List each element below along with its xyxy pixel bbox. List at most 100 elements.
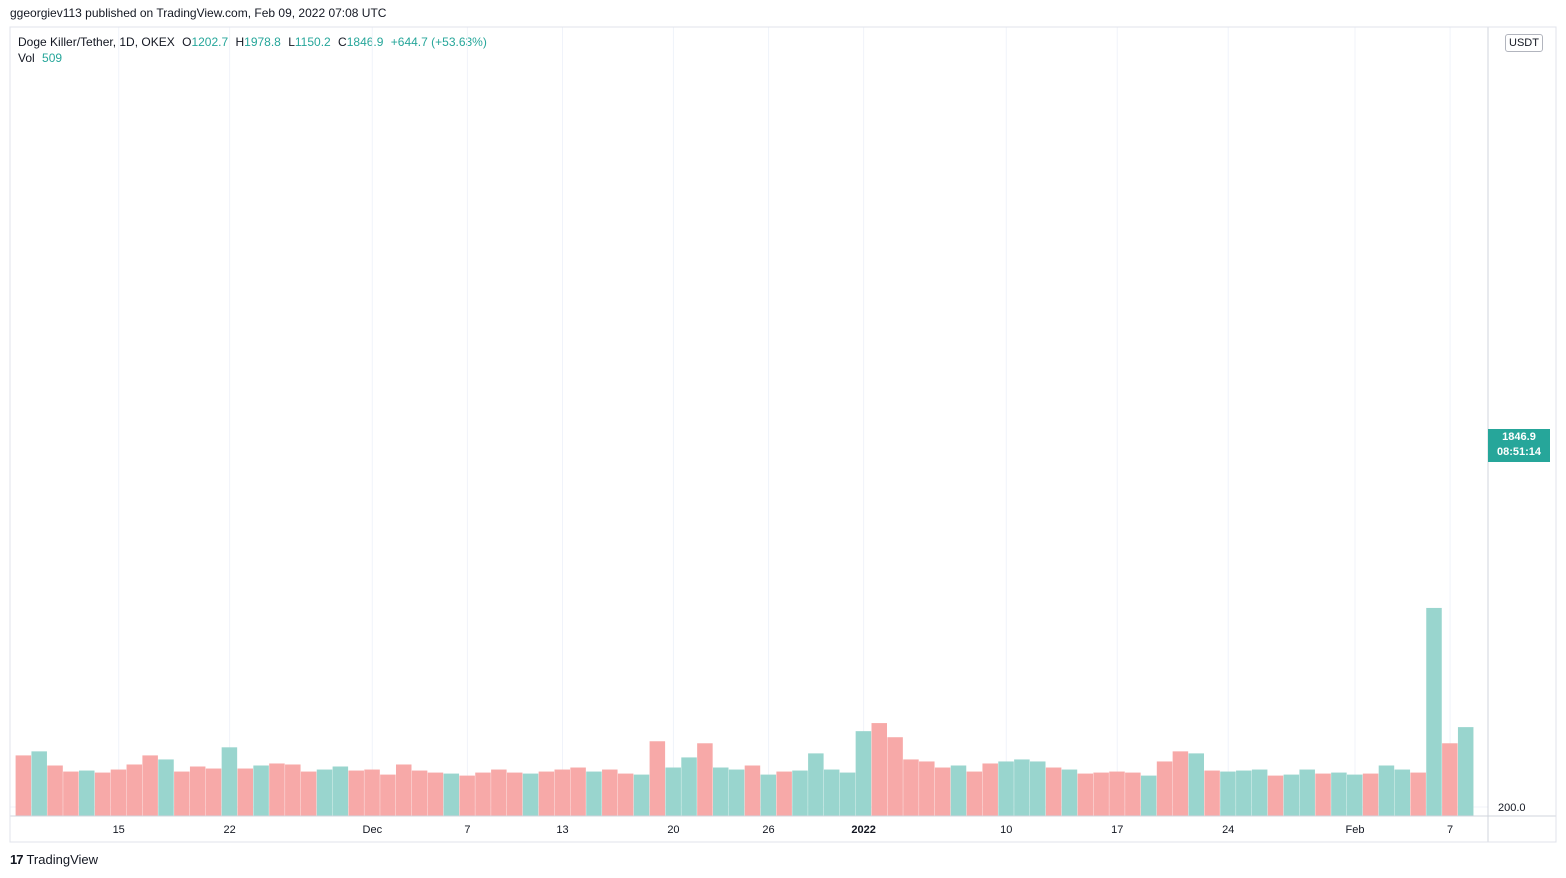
volume-bar bbox=[300, 771, 317, 816]
tradingview-logo[interactable]: 17 TradingView bbox=[10, 852, 98, 867]
volume-row: Vol 509 bbox=[18, 50, 491, 66]
volume-bar bbox=[522, 773, 539, 816]
x-tick-label: 26 bbox=[762, 824, 774, 836]
volume-bar bbox=[1267, 775, 1284, 816]
volume-bar bbox=[697, 743, 713, 816]
volume-bar bbox=[871, 723, 887, 816]
volume-bar bbox=[1077, 773, 1094, 816]
volume-bar bbox=[285, 764, 301, 816]
volume-bar bbox=[1140, 775, 1157, 816]
last-price-value: 1846.9 bbox=[1502, 431, 1536, 443]
volume-bar bbox=[1283, 774, 1300, 816]
volume-bar bbox=[1220, 771, 1236, 816]
volume-bar bbox=[94, 772, 111, 816]
x-tick-label: 7 bbox=[464, 824, 470, 836]
price-axis[interactable]: 200.0400.0600.0800.01000.01200.01400.016… bbox=[1498, 0, 1532, 814]
x-tick-label: 24 bbox=[1222, 824, 1234, 836]
x-tick-label: 10 bbox=[1000, 824, 1012, 836]
volume-bar bbox=[237, 768, 253, 816]
volume-bar bbox=[221, 747, 238, 816]
volume-bar bbox=[681, 757, 697, 816]
volume-bar bbox=[586, 771, 602, 816]
change-value: +644.7 (+53.63%) bbox=[390, 35, 487, 49]
volume-bar bbox=[1378, 765, 1395, 816]
volume-bar bbox=[1299, 769, 1315, 816]
currency-unit-badge[interactable]: USDT bbox=[1505, 34, 1543, 52]
chart-border bbox=[9, 26, 1557, 843]
tradingview-logo-text: TradingView bbox=[26, 852, 99, 867]
volume-bar bbox=[459, 775, 475, 816]
grid bbox=[10, 27, 1488, 816]
volume-bar bbox=[554, 769, 570, 816]
x-tick-label: Feb bbox=[1346, 824, 1365, 836]
low-value: 1150.2 bbox=[294, 35, 331, 49]
volume-bar bbox=[205, 768, 222, 816]
volume-bar bbox=[1045, 767, 1062, 816]
volume-bar bbox=[1457, 727, 1474, 816]
volume-bar bbox=[1125, 772, 1141, 816]
volume-bar bbox=[1410, 772, 1426, 816]
volume-bars bbox=[15, 607, 1474, 816]
high-value: 1978.8 bbox=[244, 35, 281, 49]
tradingview-mark-icon: 17 bbox=[10, 852, 24, 867]
volume-bar bbox=[63, 771, 79, 816]
volume-bar bbox=[31, 751, 47, 816]
volume-bar bbox=[506, 772, 523, 816]
x-tick-label: 15 bbox=[113, 824, 125, 836]
volume-bar bbox=[1172, 751, 1189, 816]
time-axis[interactable]: 15 22 Dec 7 13 20 26 2022 10 17 24 Feb 7 bbox=[113, 824, 1454, 836]
volume-bar bbox=[491, 769, 507, 816]
volume-bar bbox=[919, 761, 935, 816]
chart-frame bbox=[9, 26, 1557, 843]
chart-legend: Doge Killer/Tether, 1D, OKEX O1202.7 H19… bbox=[18, 34, 491, 66]
volume-bar bbox=[1030, 761, 1046, 816]
volume-bar bbox=[348, 770, 364, 816]
symbol-label[interactable]: Doge Killer/Tether, 1D, OKEX bbox=[18, 35, 175, 49]
volume-bar bbox=[1109, 771, 1125, 816]
volume-bar bbox=[253, 765, 269, 816]
volume-bar bbox=[713, 767, 729, 816]
volume-bar bbox=[649, 741, 666, 816]
ohlc-row: Doge Killer/Tether, 1D, OKEX O1202.7 H19… bbox=[18, 34, 491, 50]
volume-bar bbox=[776, 771, 792, 816]
volume-bar bbox=[1347, 774, 1363, 816]
volume-bar bbox=[1188, 753, 1204, 816]
volume-bar bbox=[617, 773, 634, 816]
volume-bar bbox=[15, 755, 32, 816]
volume-bar bbox=[158, 759, 174, 816]
volume-bar bbox=[427, 772, 444, 816]
volume-bar bbox=[728, 769, 745, 816]
volume-bar bbox=[633, 774, 650, 816]
volume-bar bbox=[364, 769, 380, 816]
volume-bar bbox=[934, 767, 951, 816]
volume-label[interactable]: Vol bbox=[18, 51, 35, 65]
publish-line: ggeorgiev113 published on TradingView.co… bbox=[10, 6, 387, 20]
volume-bar bbox=[1236, 770, 1252, 816]
volume-bar bbox=[602, 769, 618, 816]
volume-bar bbox=[1014, 759, 1030, 816]
volume-bar bbox=[396, 764, 412, 816]
volume-bar bbox=[998, 761, 1014, 816]
volume-bar bbox=[47, 765, 63, 816]
volume-bar bbox=[903, 759, 919, 816]
volume-bar bbox=[1156, 761, 1173, 816]
volume-bar bbox=[1362, 773, 1379, 816]
volume-bar bbox=[760, 774, 777, 816]
volume-bar bbox=[174, 771, 190, 816]
volume-bar bbox=[839, 772, 856, 816]
volume-bar bbox=[189, 766, 206, 816]
volume-bar bbox=[982, 763, 998, 816]
volume-bar bbox=[79, 770, 95, 816]
volume-bar bbox=[380, 774, 396, 816]
volume-bar bbox=[808, 753, 824, 816]
volume-bar bbox=[1204, 770, 1220, 816]
volume-bar bbox=[570, 767, 586, 816]
close-label: C bbox=[338, 35, 347, 49]
high-label: H bbox=[235, 35, 245, 49]
x-tick-label: 22 bbox=[224, 824, 236, 836]
volume-bar bbox=[950, 765, 967, 816]
volume-bar bbox=[966, 771, 983, 816]
volume-bar bbox=[887, 737, 903, 816]
y-tick-label: 200.0 bbox=[1498, 802, 1526, 814]
